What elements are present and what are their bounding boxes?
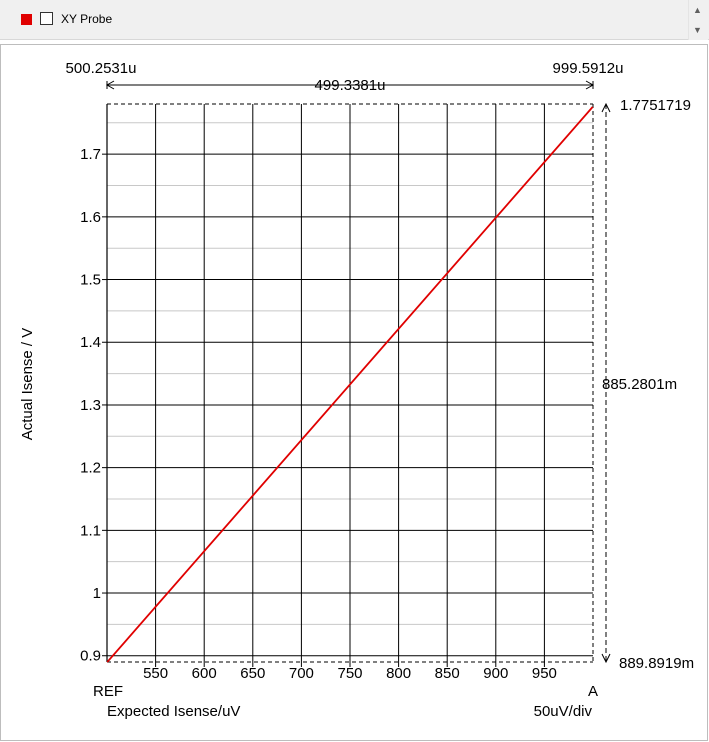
cursor-layer	[105, 80, 611, 664]
y-tick-label: 1.5	[80, 272, 101, 289]
scale-label: 50uV/div	[534, 703, 593, 720]
x-axis-title: Expected Isense/uV	[107, 703, 240, 720]
y-tick-label: 1.3	[80, 397, 101, 414]
toolbar-scrollbar[interactable]: ▲ ▼	[688, 0, 708, 40]
y-tick-label: 1.6	[80, 209, 101, 226]
x-tick-label: 900	[483, 665, 508, 682]
a-marker-label: A	[588, 683, 598, 700]
x-tick-label: 700	[289, 665, 314, 682]
y-top-label: 1.7751719	[620, 97, 691, 114]
y-tick-label: 1.1	[80, 522, 101, 539]
x-tick-label: 600	[192, 665, 217, 682]
chevron-down-icon[interactable]: ▼	[693, 25, 702, 35]
x-tick-label: 950	[532, 665, 557, 682]
x-tick-label: 750	[337, 665, 362, 682]
grid-lines	[107, 104, 593, 662]
chart-labels: 500.2531u 999.5912u 499.3381u 1.7751719 …	[19, 60, 694, 720]
y-delta-arrow-top	[601, 102, 611, 113]
y-tick-label: 1.7	[80, 146, 101, 163]
x-tick-label: 650	[240, 665, 265, 682]
probe-toolbar: XY Probe ▲ ▼	[0, 0, 709, 40]
y-delta-label: 885.2801m	[602, 376, 677, 393]
series-color-swatch	[21, 14, 32, 25]
y-tick-label: 0.9	[80, 648, 101, 665]
series-layer	[106, 106, 594, 663]
x-delta-label: 499.3381u	[315, 77, 386, 94]
x-tick-label: 550	[143, 665, 168, 682]
ref-marker-label: REF	[93, 683, 123, 700]
probe-visibility-checkbox[interactable]	[40, 12, 53, 25]
x-tick-label: 850	[435, 665, 460, 682]
y-tick-label: 1.4	[80, 334, 101, 351]
x-start-label: 500.2531u	[66, 60, 137, 77]
y-tick-label: 1.2	[80, 460, 101, 477]
chevron-up-icon[interactable]: ▲	[693, 5, 702, 15]
y-delta-arrow-bottom	[601, 653, 611, 664]
x-tick-label: 800	[386, 665, 411, 682]
y-tick-label: 1	[93, 585, 101, 602]
data-series-line	[106, 106, 594, 663]
probe-label: XY Probe	[61, 12, 113, 26]
y-axis-title: Actual Isense / V	[19, 328, 36, 441]
x-end-label: 999.5912u	[553, 60, 624, 77]
axes: 0.9 1 1.1 1.2 1.3 1.4 1.5 1.6 1.7 550 600 650 700 750…	[80, 104, 557, 682]
y-bottom-label: 889.8919m	[619, 655, 694, 672]
